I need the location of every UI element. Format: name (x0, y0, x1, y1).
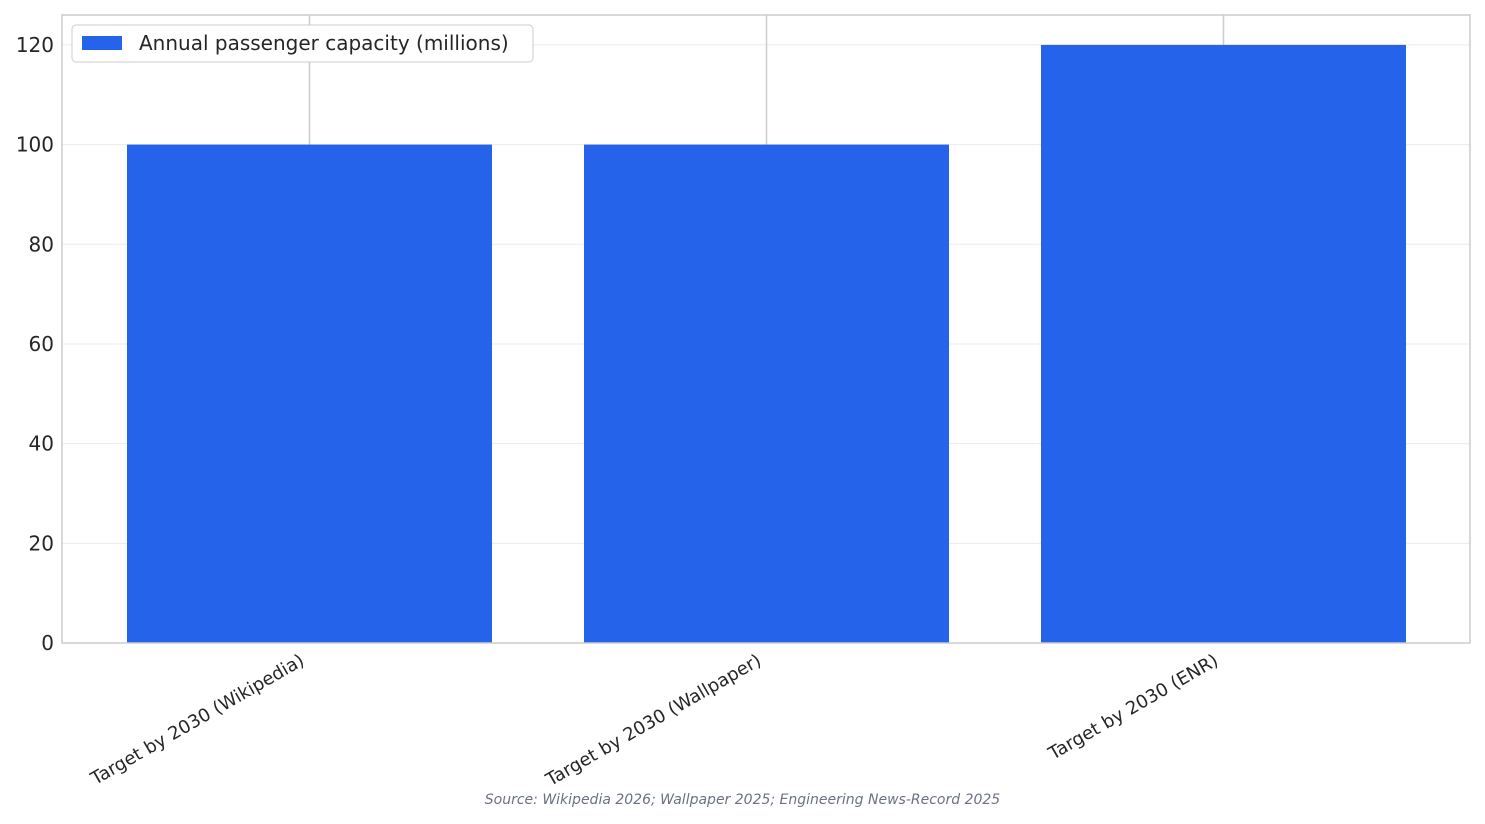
legend-swatch (82, 36, 122, 50)
y-tick-label: 60 (29, 332, 54, 356)
x-tick-label: Target by 2030 (ENR) (1044, 650, 1222, 765)
y-tick-label: 20 (29, 531, 54, 555)
source-note: Source: Wikipedia 2026; Wallpaper 2025; … (484, 792, 1001, 808)
x-tick-label: Target by 2030 (Wallpaper) (542, 650, 765, 791)
bar (127, 144, 492, 644)
y-tick-label: 120 (16, 33, 54, 57)
y-tick-label: 100 (16, 133, 54, 157)
legend-box (71, 24, 534, 63)
y-tick-label: 80 (29, 232, 54, 256)
x-tick-label: Target by 2030 (Wikipedia) (87, 650, 308, 790)
y-tick-label: 0 (41, 631, 54, 655)
bars (127, 44, 1406, 644)
y-axis-ticks: 0 20 40 60 80 100 120 (16, 33, 54, 655)
legend: Annual passenger capacity (millions) (71, 24, 534, 63)
bar (584, 144, 949, 644)
x-axis-ticks: Target by 2030 (Wikipedia) Target by 2030… (87, 650, 1222, 791)
bar (1041, 44, 1406, 643)
plot-frame (61, 14, 1471, 644)
legend-label: Annual passenger capacity (millions) (139, 31, 509, 55)
y-tick-label: 40 (29, 432, 54, 456)
